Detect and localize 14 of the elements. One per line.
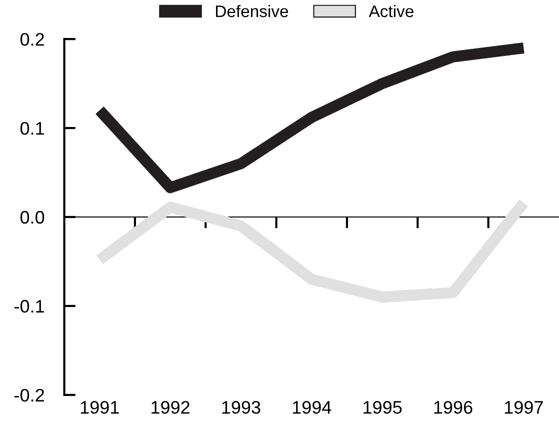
x-tick-label: 1994 [292,400,332,414]
y-tick-label: 0.2 [20,32,44,46]
y-tick-label: 0.1 [20,122,44,135]
x-tick-label: 1996 [434,400,472,414]
x-tick-label: 1993 [222,400,260,414]
legend-label: Active [368,4,414,18]
y-tick-label: -0.2 [14,388,44,402]
x-tick-label: 1991 [80,400,119,414]
legend-label: Defensive [216,4,288,18]
x-tick-label: 1995 [364,400,402,414]
y-tick-label: 0.0 [20,210,44,224]
y-tick-label: -0.1 [14,300,44,313]
x-tick-label: 1992 [152,400,190,414]
x-tick-label: 1997 [504,400,543,414]
